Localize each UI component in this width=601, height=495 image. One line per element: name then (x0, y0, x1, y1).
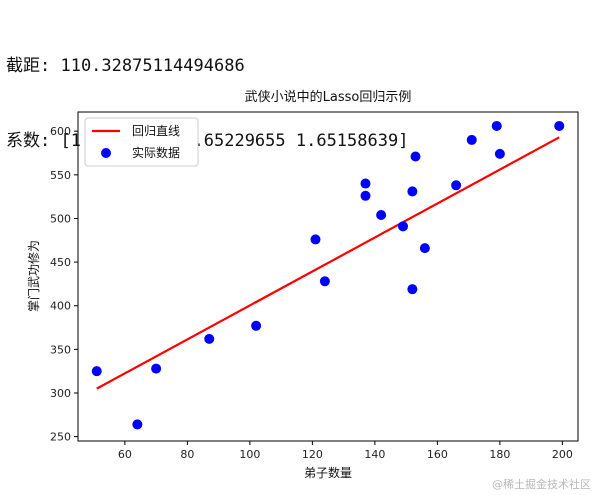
y-tick-label: 600 (50, 125, 71, 138)
data-point (319, 276, 330, 287)
x-tick-label: 120 (302, 448, 323, 461)
data-point (407, 284, 418, 295)
watermark: @稀土掘金技术社区 (492, 477, 591, 491)
data-point (151, 363, 162, 374)
plot-area (91, 120, 565, 430)
x-tick-label: 140 (364, 448, 385, 461)
data-point (251, 320, 262, 331)
y-tick-label: 350 (50, 343, 71, 356)
data-point (91, 366, 102, 377)
data-point (410, 151, 421, 162)
y-tick-label: 300 (50, 387, 71, 400)
data-point (494, 148, 505, 159)
y-axis: 250 300 350 400 450 500 550 600 (50, 125, 78, 444)
data-point (451, 180, 462, 191)
y-axis-label: 掌门武功修为 (26, 240, 41, 312)
x-tick-label: 180 (489, 448, 510, 461)
chart-title: 武侠小说中的Lasso回归示例 (245, 89, 412, 105)
y-tick-label: 550 (50, 169, 71, 182)
y-tick-label: 250 (50, 431, 71, 444)
x-tick-label: 100 (239, 448, 260, 461)
data-point (310, 234, 321, 245)
y-tick-label: 500 (50, 212, 71, 225)
x-tick-label: 200 (552, 448, 573, 461)
x-tick-label: 80 (180, 448, 194, 461)
y-tick-label: 450 (50, 256, 71, 269)
x-axis-label: 弟子数量 (304, 465, 352, 480)
data-point (376, 209, 387, 220)
data-point (204, 333, 215, 344)
data-point (132, 419, 143, 430)
x-tick-label: 60 (118, 448, 132, 461)
legend-label-regression-line: 回归直线 (132, 124, 180, 138)
x-axis: 60 80 100 120 140 160 180 200 (118, 441, 573, 461)
regression-line (96, 136, 560, 390)
data-point (360, 190, 371, 201)
data-point (419, 243, 430, 254)
data-point (407, 186, 418, 197)
x-tick-label: 160 (427, 448, 448, 461)
data-point (398, 221, 408, 232)
legend-marker-swatch (101, 148, 111, 158)
data-point (360, 178, 371, 189)
plot-frame (77, 111, 579, 442)
data-point (491, 120, 502, 131)
y-tick-label: 400 (50, 300, 71, 313)
data-point (554, 120, 565, 131)
legend-label-actual-data: 实际数据 (132, 145, 180, 160)
intercept-output-line: 截距: 110.32875114494686 (6, 56, 245, 76)
data-point (466, 134, 477, 145)
